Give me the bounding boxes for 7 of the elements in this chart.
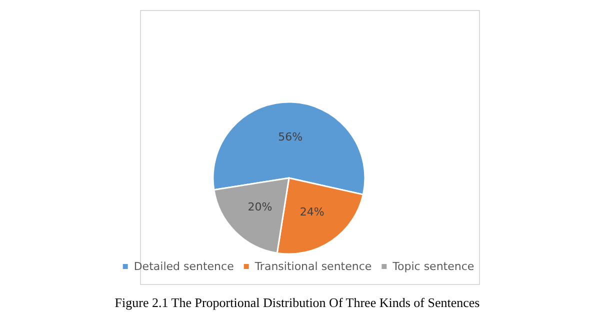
data-label: 20% [248, 200, 272, 214]
data-label: 24% [300, 205, 324, 218]
legend-label: Detailed sentence [134, 260, 234, 273]
data-label: 56% [278, 130, 303, 144]
legend-label: Topic sentence [392, 260, 474, 273]
legend-label: Transitional sentence [254, 260, 372, 273]
caption: Figure 2.1 The Proportional Distribution Of Three Kinds of Sentences [114, 295, 480, 310]
